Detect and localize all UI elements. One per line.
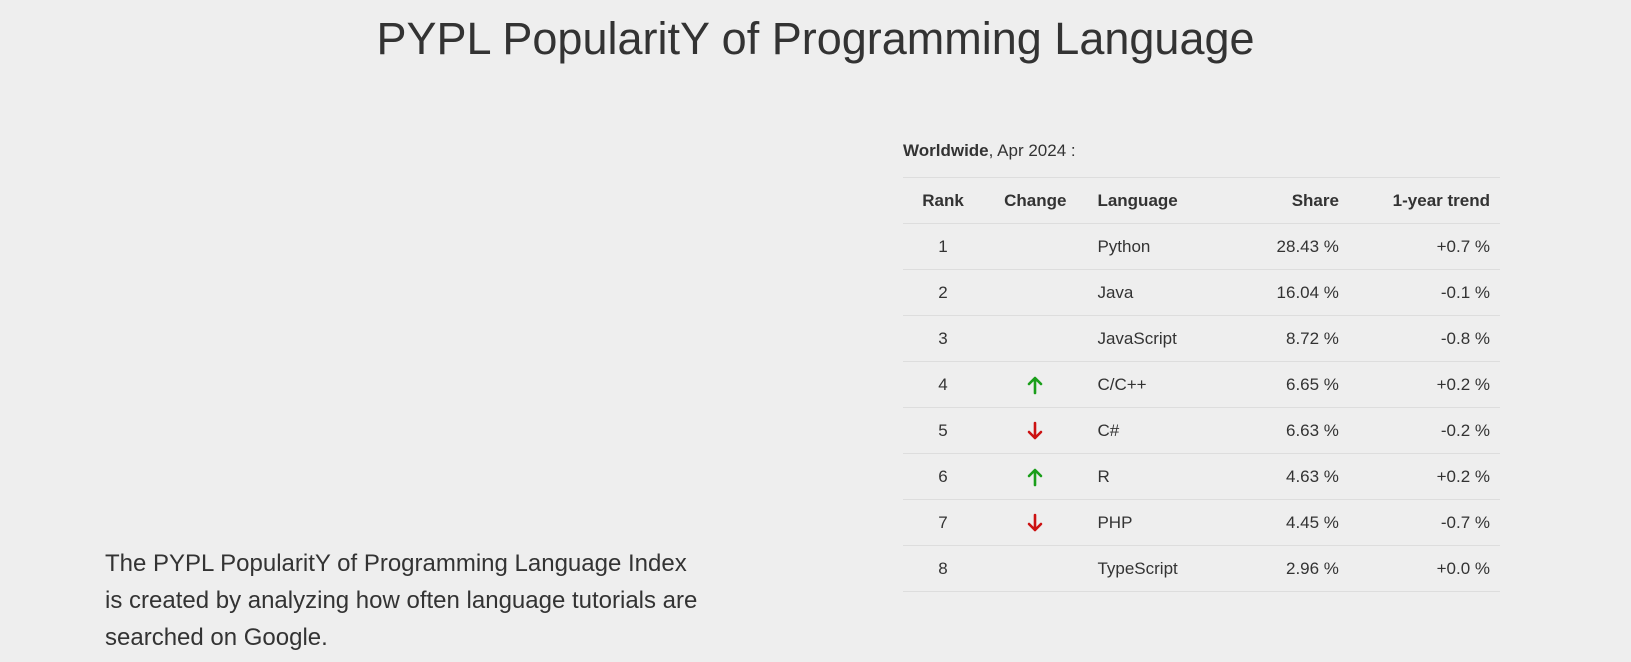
cell-rank: 4 bbox=[903, 361, 984, 408]
cell-rank: 8 bbox=[903, 545, 984, 592]
cell-trend: -0.1 % bbox=[1348, 269, 1500, 316]
table-row: 3 JavaScript 8.72 % -0.8 % bbox=[903, 315, 1500, 362]
cell-trend: -0.8 % bbox=[1348, 315, 1500, 362]
cell-language: JavaScript bbox=[1087, 315, 1229, 362]
cell-language: TypeScript bbox=[1087, 545, 1229, 592]
table-header-row: Rank Change Language Share 1-year trend bbox=[903, 177, 1500, 224]
table-body: 1 Python 28.43 % +0.7 % 2 Java 16.04 % -0.1 % 3 J… bbox=[903, 223, 1500, 592]
cell-rank: 1 bbox=[903, 223, 984, 270]
table-row: 7 PHP 4.45 % -0.7 % bbox=[903, 499, 1500, 546]
table-row: 4 C/C++ 6.65 % +0.2 % bbox=[903, 361, 1500, 408]
page-description: The PYPL PopularitY of Programming Langu… bbox=[105, 550, 698, 651]
cell-share: 28.43 % bbox=[1228, 223, 1349, 270]
page-title: PYPL PopularitY of Programming Language bbox=[376, 13, 1255, 64]
ranking-table-block: Worldwide, Apr 2024 : Rank Change Langua… bbox=[903, 137, 1500, 592]
table-row: 1 Python 28.43 % +0.7 % bbox=[903, 223, 1500, 270]
cell-share: 4.63 % bbox=[1228, 453, 1349, 500]
cell-change bbox=[983, 223, 1088, 270]
cell-trend: +0.2 % bbox=[1348, 453, 1500, 500]
cell-language: Java bbox=[1087, 269, 1229, 316]
cell-language: Python bbox=[1087, 223, 1229, 270]
cell-language: C/C++ bbox=[1087, 361, 1229, 408]
cell-share: 6.63 % bbox=[1228, 407, 1349, 454]
table-row: 5 C# 6.63 % -0.2 % bbox=[903, 407, 1500, 454]
cell-trend: -0.2 % bbox=[1348, 407, 1500, 454]
caption-date: , Apr 2024 : bbox=[988, 141, 1076, 160]
cell-share: 8.72 % bbox=[1228, 315, 1349, 362]
header-trend[interactable]: 1-year trend bbox=[1348, 177, 1500, 224]
cell-change bbox=[983, 545, 1088, 592]
arrow-up-icon bbox=[1027, 468, 1043, 487]
cell-share: 16.04 % bbox=[1228, 269, 1349, 316]
cell-rank: 5 bbox=[903, 407, 984, 454]
cell-share: 4.45 % bbox=[1228, 499, 1349, 546]
table-row: 8 TypeScript 2.96 % +0.0 % bbox=[903, 545, 1500, 592]
header-rank[interactable]: Rank bbox=[903, 177, 984, 224]
cell-trend: -0.7 % bbox=[1348, 499, 1500, 546]
caption-region: Worldwide bbox=[903, 141, 989, 160]
cell-share: 2.96 % bbox=[1228, 545, 1349, 592]
cell-rank: 7 bbox=[903, 499, 984, 546]
header-change[interactable]: Change bbox=[983, 177, 1088, 224]
cell-trend: +0.0 % bbox=[1348, 545, 1500, 592]
cell-change bbox=[983, 315, 1088, 362]
arrow-down-icon bbox=[1027, 513, 1043, 532]
table-row: 6 R 4.63 % +0.2 % bbox=[903, 453, 1500, 500]
table-caption: Worldwide, Apr 2024 : bbox=[903, 137, 1500, 177]
cell-language: C# bbox=[1087, 407, 1229, 454]
cell-change bbox=[983, 361, 1088, 408]
header-language[interactable]: Language bbox=[1087, 177, 1229, 224]
ranking-table: Rank Change Language Share 1-year trend … bbox=[903, 177, 1500, 592]
cell-trend: +0.7 % bbox=[1348, 223, 1500, 270]
cell-change bbox=[983, 407, 1088, 454]
cell-language: R bbox=[1087, 453, 1229, 500]
header-share[interactable]: Share bbox=[1228, 177, 1349, 224]
cell-rank: 3 bbox=[903, 315, 984, 362]
cell-change bbox=[983, 453, 1088, 500]
arrow-up-icon bbox=[1027, 376, 1043, 395]
cell-trend: +0.2 % bbox=[1348, 361, 1500, 408]
table-row: 2 Java 16.04 % -0.1 % bbox=[903, 269, 1500, 316]
cell-rank: 2 bbox=[903, 269, 984, 316]
cell-share: 6.65 % bbox=[1228, 361, 1349, 408]
cell-language: PHP bbox=[1087, 499, 1229, 546]
cell-change bbox=[983, 499, 1088, 546]
arrow-down-icon bbox=[1027, 421, 1043, 440]
cell-rank: 6 bbox=[903, 453, 984, 500]
cell-change bbox=[983, 269, 1088, 316]
